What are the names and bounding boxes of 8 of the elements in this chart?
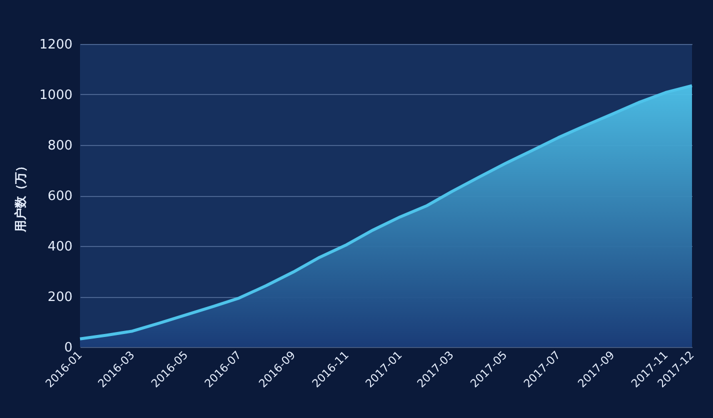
y-tick-label: 600 — [48, 189, 72, 204]
y-tick-label: 1000 — [39, 88, 72, 103]
y-tick-label: 200 — [48, 290, 72, 305]
y-tick-label: 800 — [48, 138, 72, 154]
y-tick-label: 0 — [64, 340, 72, 356]
y-tick-label: 1200 — [39, 38, 72, 52]
y-tick-label: 400 — [48, 240, 72, 254]
y-axis-title: 用户数（万） — [13, 160, 28, 233]
